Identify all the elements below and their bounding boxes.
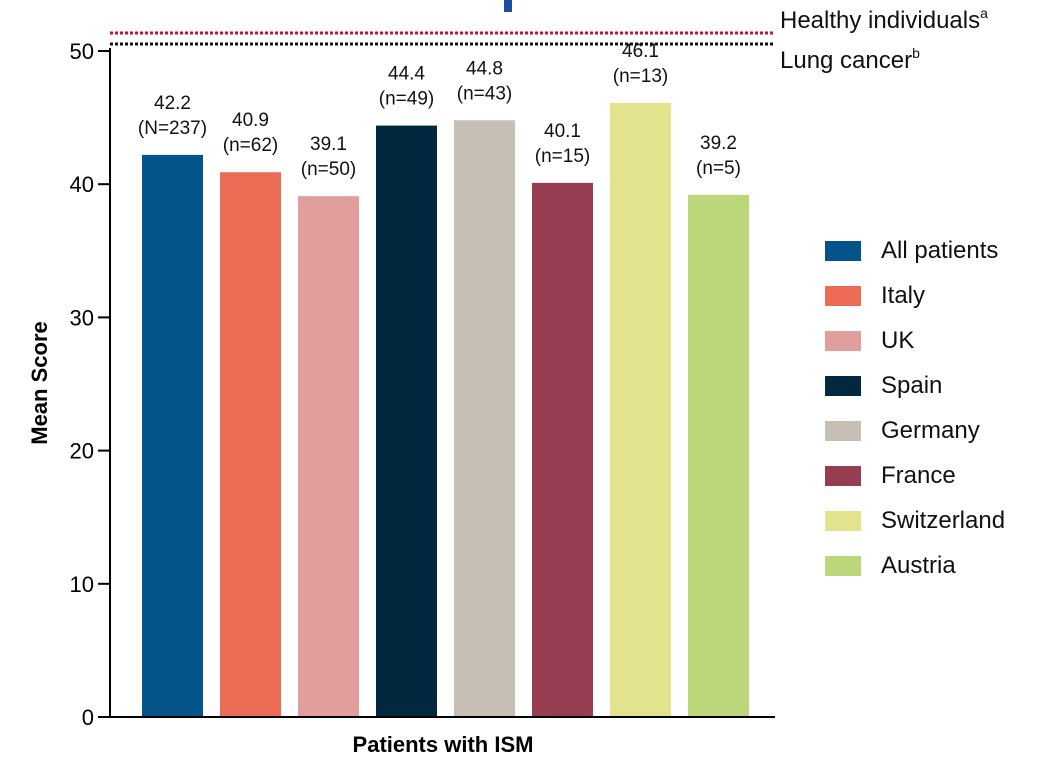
- bar-value-label: 39.1: [310, 134, 347, 155]
- ref-label-healthy-text: Healthy individuals: [780, 7, 980, 34]
- bar-value-label: 46.1: [622, 41, 659, 62]
- ref-label-lung-text: Lung cancer: [780, 47, 912, 74]
- legend-label: Austria: [881, 551, 956, 579]
- legend-item: France: [825, 453, 1005, 498]
- legend-swatch: [825, 285, 861, 306]
- legend-label: Switzerland: [881, 506, 1006, 534]
- bar-n-label: (N=237): [138, 118, 207, 139]
- y-tick-label: 0: [82, 705, 94, 730]
- legend-item: Switzerland: [825, 498, 1005, 543]
- legend-swatch: [825, 555, 861, 576]
- legend-label: Germany: [881, 416, 980, 444]
- legend-item: UK: [825, 318, 1005, 363]
- bar-n-label: (n=49): [379, 89, 434, 110]
- bar: [532, 182, 593, 718]
- ref-label-healthy-sup: a: [980, 5, 988, 21]
- bar: [454, 120, 515, 718]
- bars-group: [142, 102, 749, 718]
- bar: [298, 196, 359, 718]
- bar: [142, 154, 203, 717]
- bar-value-label: 39.2: [700, 133, 737, 154]
- bar-n-label: (n=62): [223, 135, 278, 156]
- bar-n-label: (n=50): [301, 159, 356, 180]
- bar-n-label: (n=5): [696, 158, 741, 179]
- y-tick-label: 30: [70, 305, 94, 330]
- legend-item: Spain: [825, 363, 1005, 408]
- x-axis-title: Patients with ISM: [353, 732, 534, 757]
- legend-item: All patients: [825, 228, 1005, 273]
- legend-swatch: [825, 375, 861, 396]
- legend-label: Spain: [881, 371, 943, 399]
- bar: [610, 102, 671, 717]
- legend-item: Italy: [825, 273, 1005, 318]
- y-ticks-group: 0 10 20 30 40 50: [70, 39, 110, 730]
- bar-value-label: 42.2: [154, 93, 191, 114]
- ref-label-lung-sup: b: [912, 45, 920, 61]
- legend-swatch: [825, 510, 861, 531]
- legend-swatch: [825, 465, 861, 486]
- legend: All patients Italy UK Spain Germany France Swi…: [825, 228, 1005, 588]
- reference-lines: [110, 31, 775, 46]
- bar-labels-group: 42.2 (N=237) 40.9 (n=62) 39.1 (n=50) 44.4 (n=49…: [138, 41, 741, 180]
- bar: [376, 125, 437, 718]
- bar-value-label: 44.4: [388, 64, 425, 85]
- ref-label-healthy: Healthy individualsa: [780, 5, 988, 34]
- legend-item: Germany: [825, 408, 1005, 453]
- bar: [220, 172, 281, 717]
- legend-label: France: [881, 461, 956, 489]
- legend-label: All patients: [881, 236, 999, 264]
- legend-label: Italy: [881, 281, 926, 309]
- legend-swatch: [825, 240, 861, 261]
- y-tick-label: 10: [70, 572, 94, 597]
- legend-swatch: [825, 330, 861, 351]
- bar-value-label: 44.8: [466, 58, 503, 79]
- bar-value-label: 40.1: [544, 121, 581, 142]
- y-axis-title: Mean Score: [27, 321, 52, 445]
- bar-value-label: 40.9: [232, 110, 269, 131]
- bar-n-label: (n=15): [535, 146, 590, 167]
- ref-label-lung: Lung cancerb: [780, 45, 920, 74]
- legend-swatch: [825, 420, 861, 441]
- bar-n-label: (n=43): [457, 83, 512, 104]
- y-tick-label: 50: [70, 39, 94, 64]
- y-tick-label: 40: [70, 172, 94, 197]
- bar: [688, 194, 749, 717]
- legend-item: Austria: [825, 543, 1005, 588]
- y-tick-label: 20: [70, 439, 94, 464]
- bar-n-label: (n=13): [613, 66, 668, 87]
- legend-label: UK: [881, 326, 915, 354]
- title-accent-mark: [504, 0, 512, 12]
